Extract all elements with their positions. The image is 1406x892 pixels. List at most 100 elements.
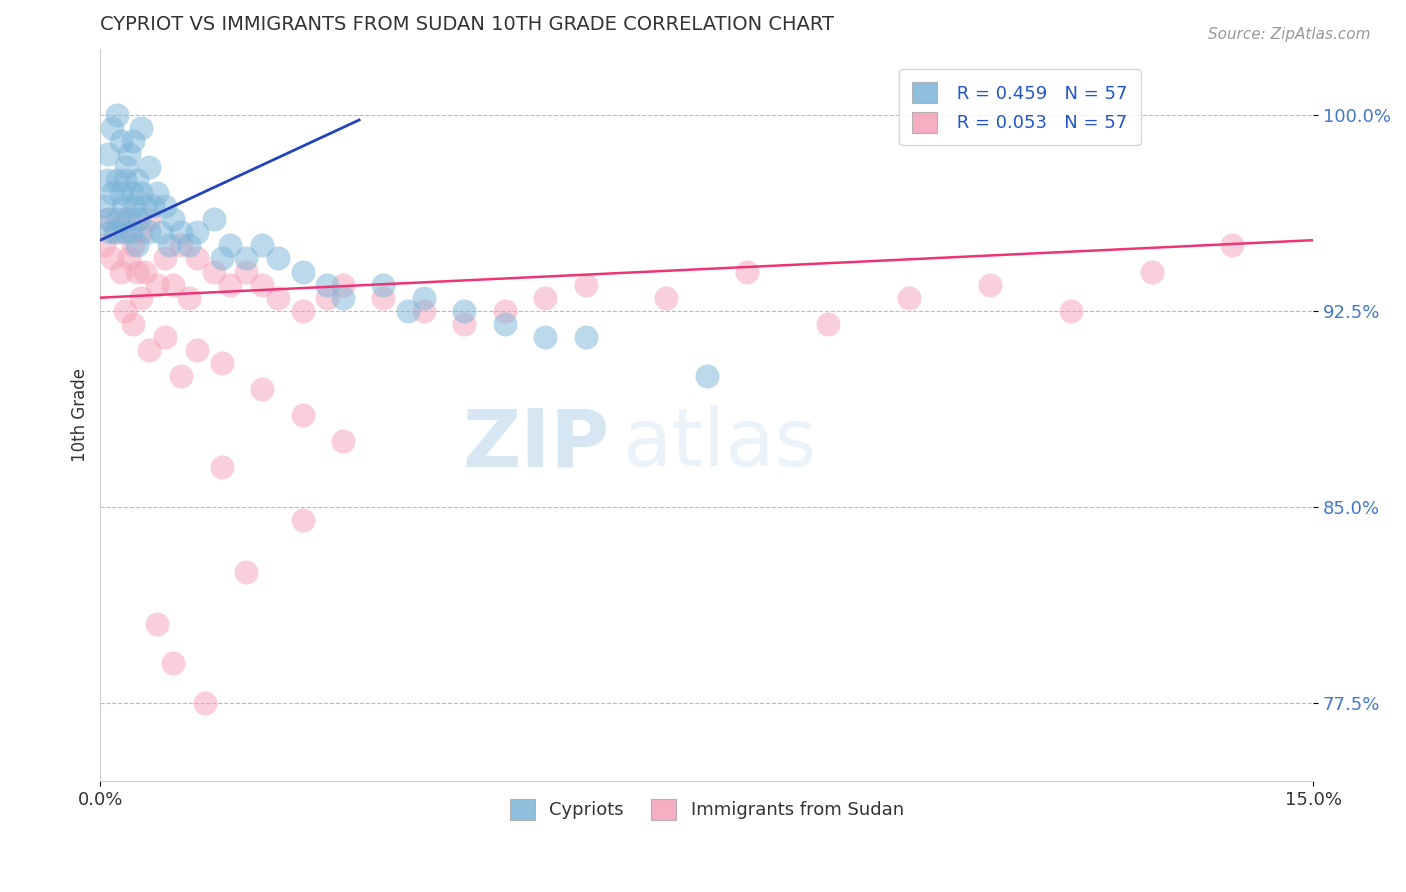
Point [121,317,143,331]
Point [97,212,120,227]
Point [101,186,124,201]
Legend: Cypriots, Immigrants from Sudan: Cypriots, Immigrants from Sudan [502,791,911,827]
Point [134,264,156,278]
Point [157,238,180,252]
Text: CYPRIOT VS IMMIGRANTS FROM SUDAN 10TH GRADE CORRELATION CHART: CYPRIOT VS IMMIGRANTS FROM SUDAN 10TH GR… [100,15,834,34]
Point [162,657,184,671]
Point [179,238,201,252]
Text: Source: ZipAtlas.com: Source: ZipAtlas.com [1208,27,1371,42]
Point [211,460,233,475]
Point [129,291,152,305]
Point [134,199,156,213]
Point [105,225,128,239]
Point [412,291,434,305]
Point [1060,303,1083,318]
Point [170,238,193,252]
Point [186,343,208,357]
Point [138,343,160,357]
Point [124,199,146,213]
Point [138,212,160,227]
Point [534,291,557,305]
Point [146,617,169,632]
Point [250,277,273,292]
Point [494,303,516,318]
Point [332,434,354,449]
Point [114,303,136,318]
Point [97,212,120,227]
Point [110,186,132,201]
Point [170,225,193,239]
Point [105,173,128,187]
Point [162,212,184,227]
Point [211,356,233,370]
Point [186,225,208,239]
Point [396,303,419,318]
Point [162,277,184,292]
Point [735,264,758,278]
Point [153,330,176,344]
Point [194,696,217,710]
Point [1140,264,1163,278]
Point [104,225,127,239]
Point [291,513,314,527]
Point [979,277,1001,292]
Point [574,277,596,292]
Point [332,291,354,305]
Point [128,212,150,227]
Point [138,225,160,239]
Point [332,277,354,292]
Point [129,225,152,239]
Point [170,369,193,384]
Point [202,212,225,227]
Point [153,199,176,213]
Point [150,225,173,239]
Point [267,252,290,266]
Point [574,330,596,344]
Point [138,160,160,174]
Point [1222,238,1244,252]
Point [111,199,134,213]
Point [114,225,136,239]
Point [121,134,143,148]
Point [186,252,208,266]
Point [453,303,475,318]
Point [291,303,314,318]
Point [121,186,143,201]
Point [655,291,678,305]
Point [146,186,169,201]
Point [696,369,718,384]
Point [93,238,115,252]
Point [291,408,314,422]
Point [115,160,138,174]
Point [125,238,148,252]
Point [218,277,240,292]
Point [105,108,128,122]
Point [125,173,148,187]
Point [373,277,395,292]
Point [114,212,136,227]
Text: atlas: atlas [621,406,817,483]
Point [97,147,120,161]
Point [129,120,152,135]
Point [93,199,115,213]
Point [315,291,337,305]
Point [897,291,920,305]
Point [142,199,165,213]
Point [267,291,290,305]
Point [120,225,142,239]
Point [235,565,257,579]
Point [129,186,152,201]
Point [98,225,121,239]
Text: ZIP: ZIP [463,406,610,483]
Point [211,252,233,266]
Point [202,264,225,278]
Point [373,291,395,305]
Point [817,317,839,331]
Point [534,330,557,344]
Point [146,277,169,292]
Point [96,173,118,187]
Point [121,238,143,252]
Point [118,252,141,266]
Point [218,238,240,252]
Point [101,252,124,266]
